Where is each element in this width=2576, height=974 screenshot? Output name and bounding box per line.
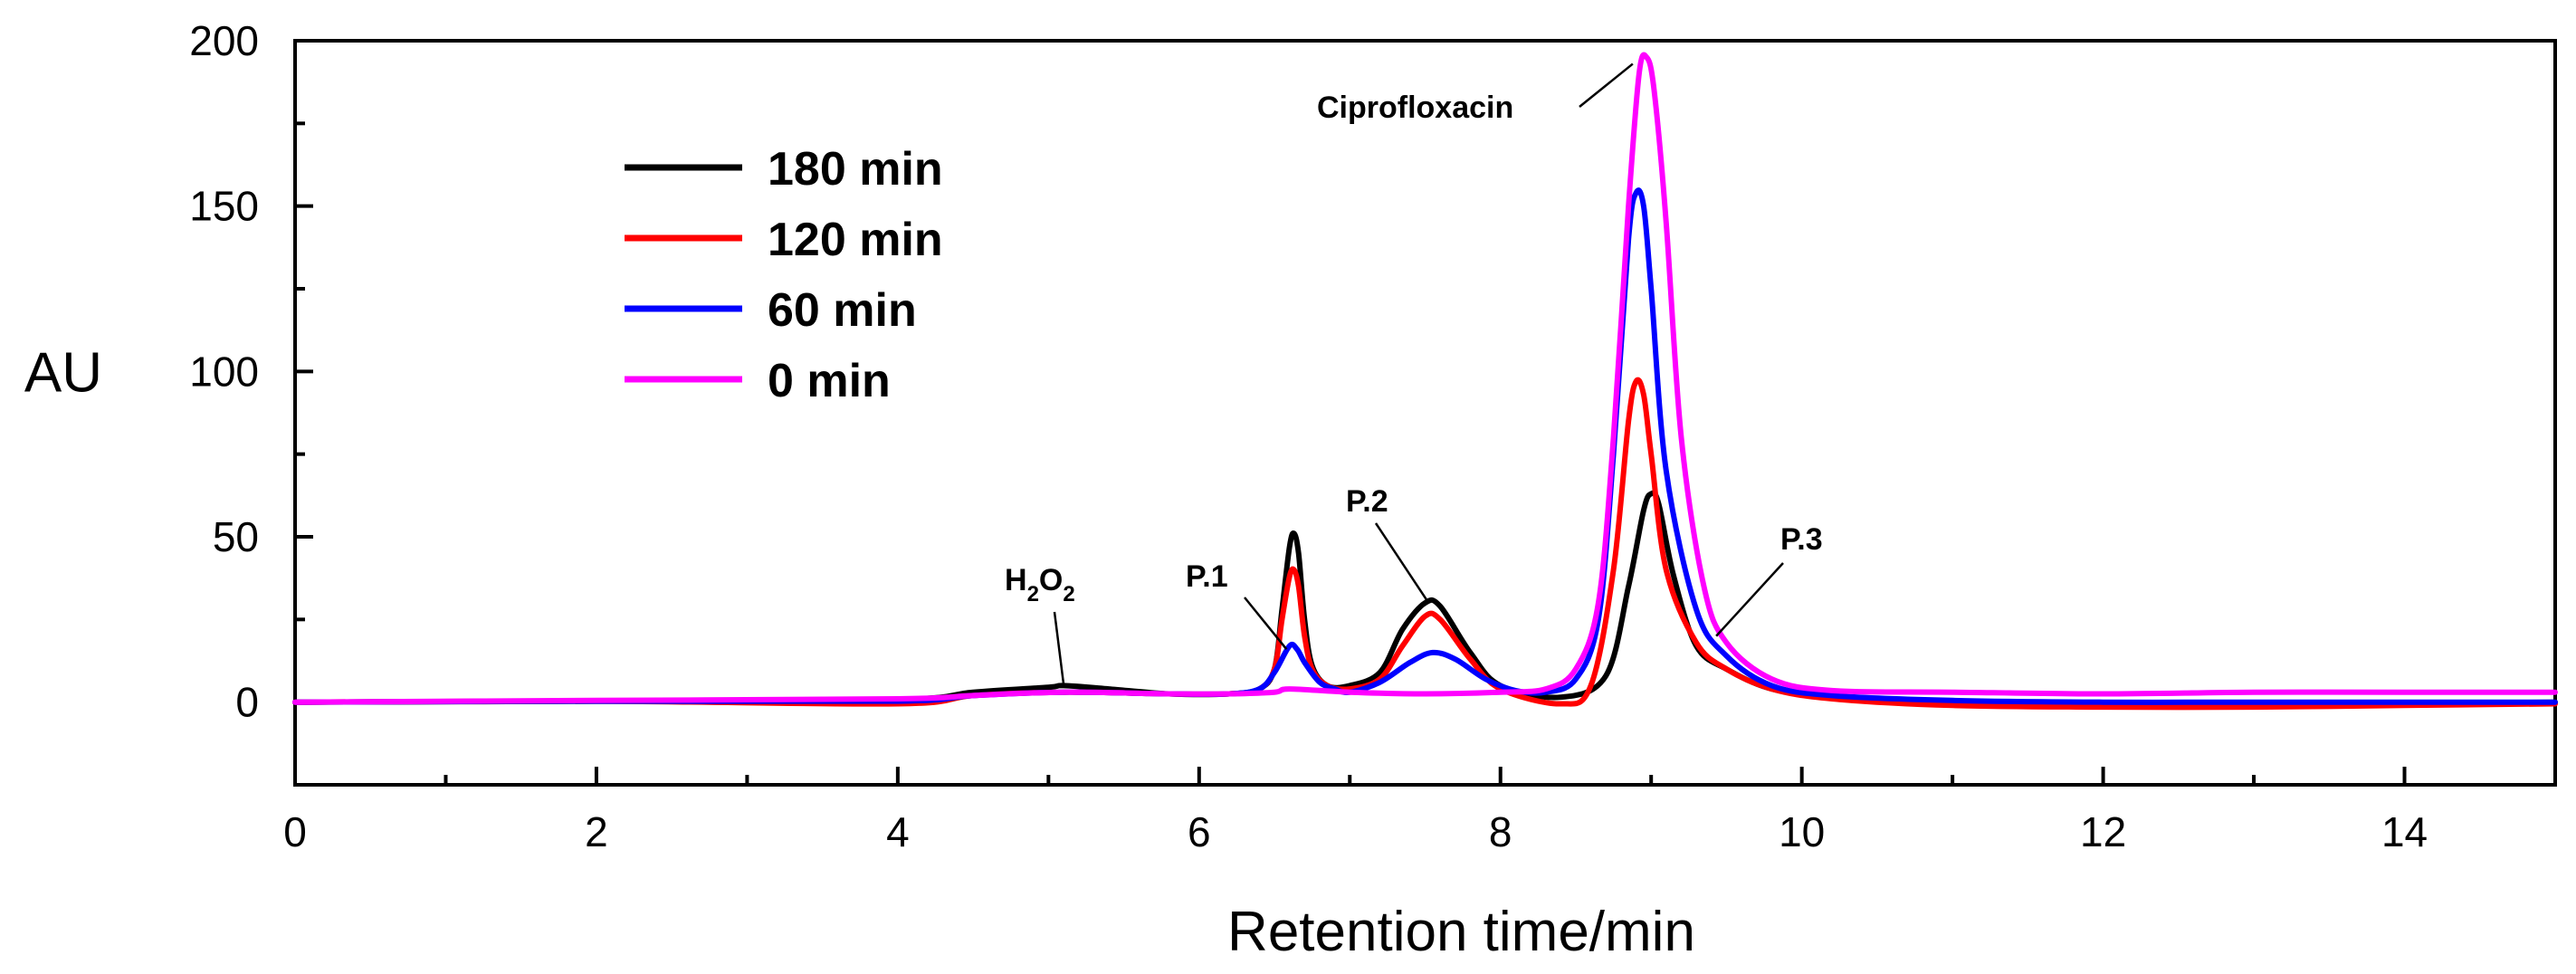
h2o2-label: H2O2 xyxy=(1005,563,1075,606)
x-tick-label: 6 xyxy=(1188,808,1211,855)
h2o2-letter: O xyxy=(1039,563,1063,597)
y-tick-label: 150 xyxy=(189,183,259,230)
h2o2-leader xyxy=(1053,611,1065,684)
plot-frame xyxy=(293,39,2557,787)
series-lines xyxy=(292,52,2558,711)
legend: 180 min 120 min 60 min 0 min xyxy=(625,143,943,407)
legend-label: 0 min xyxy=(768,355,891,407)
axes: 0 2 4 6 8 10 12 14 0 50 100 150 200 xyxy=(189,17,2557,855)
y-tick-label: 0 xyxy=(235,679,259,726)
ciprofloxacin-label: Ciprofloxacin xyxy=(1317,91,1513,125)
legend-label: 60 min xyxy=(768,284,917,337)
legend-label: 120 min xyxy=(768,214,943,266)
x-tick-label: 12 xyxy=(2080,808,2126,855)
p3-leader xyxy=(1715,562,1784,637)
p3-label: P.3 xyxy=(1780,522,1823,557)
x-tick-label: 8 xyxy=(1489,808,1512,855)
x-axis-title: Retention time/min xyxy=(1227,901,1695,963)
y-tick-label: 50 xyxy=(213,513,259,560)
p2-leader xyxy=(1374,522,1428,602)
x-tick-label: 10 xyxy=(1779,808,1825,855)
p1-leader xyxy=(1244,597,1288,651)
x-tick-label: 2 xyxy=(585,808,608,855)
series-line-60-min xyxy=(292,187,2558,705)
ciprofloxacin-leader xyxy=(1579,62,1634,108)
h2o2-subscript: 2 xyxy=(1063,582,1074,606)
y-tick-label: 100 xyxy=(189,348,259,395)
p1-label: P.1 xyxy=(1186,559,1228,594)
y-axis-title: AU xyxy=(24,341,102,404)
p2-label: P.2 xyxy=(1346,484,1388,519)
y-tick-label: 200 xyxy=(189,17,259,64)
series-line-0-min xyxy=(292,52,2558,705)
h2o2-letter: H xyxy=(1005,563,1027,597)
legend-label: 180 min xyxy=(768,143,943,196)
series-line-120-min xyxy=(292,377,2558,711)
x-tick-label: 4 xyxy=(886,808,910,855)
h2o2-subscript: 2 xyxy=(1027,582,1039,606)
x-tick-label: 14 xyxy=(2381,808,2428,855)
x-tick-label: 0 xyxy=(283,808,307,855)
